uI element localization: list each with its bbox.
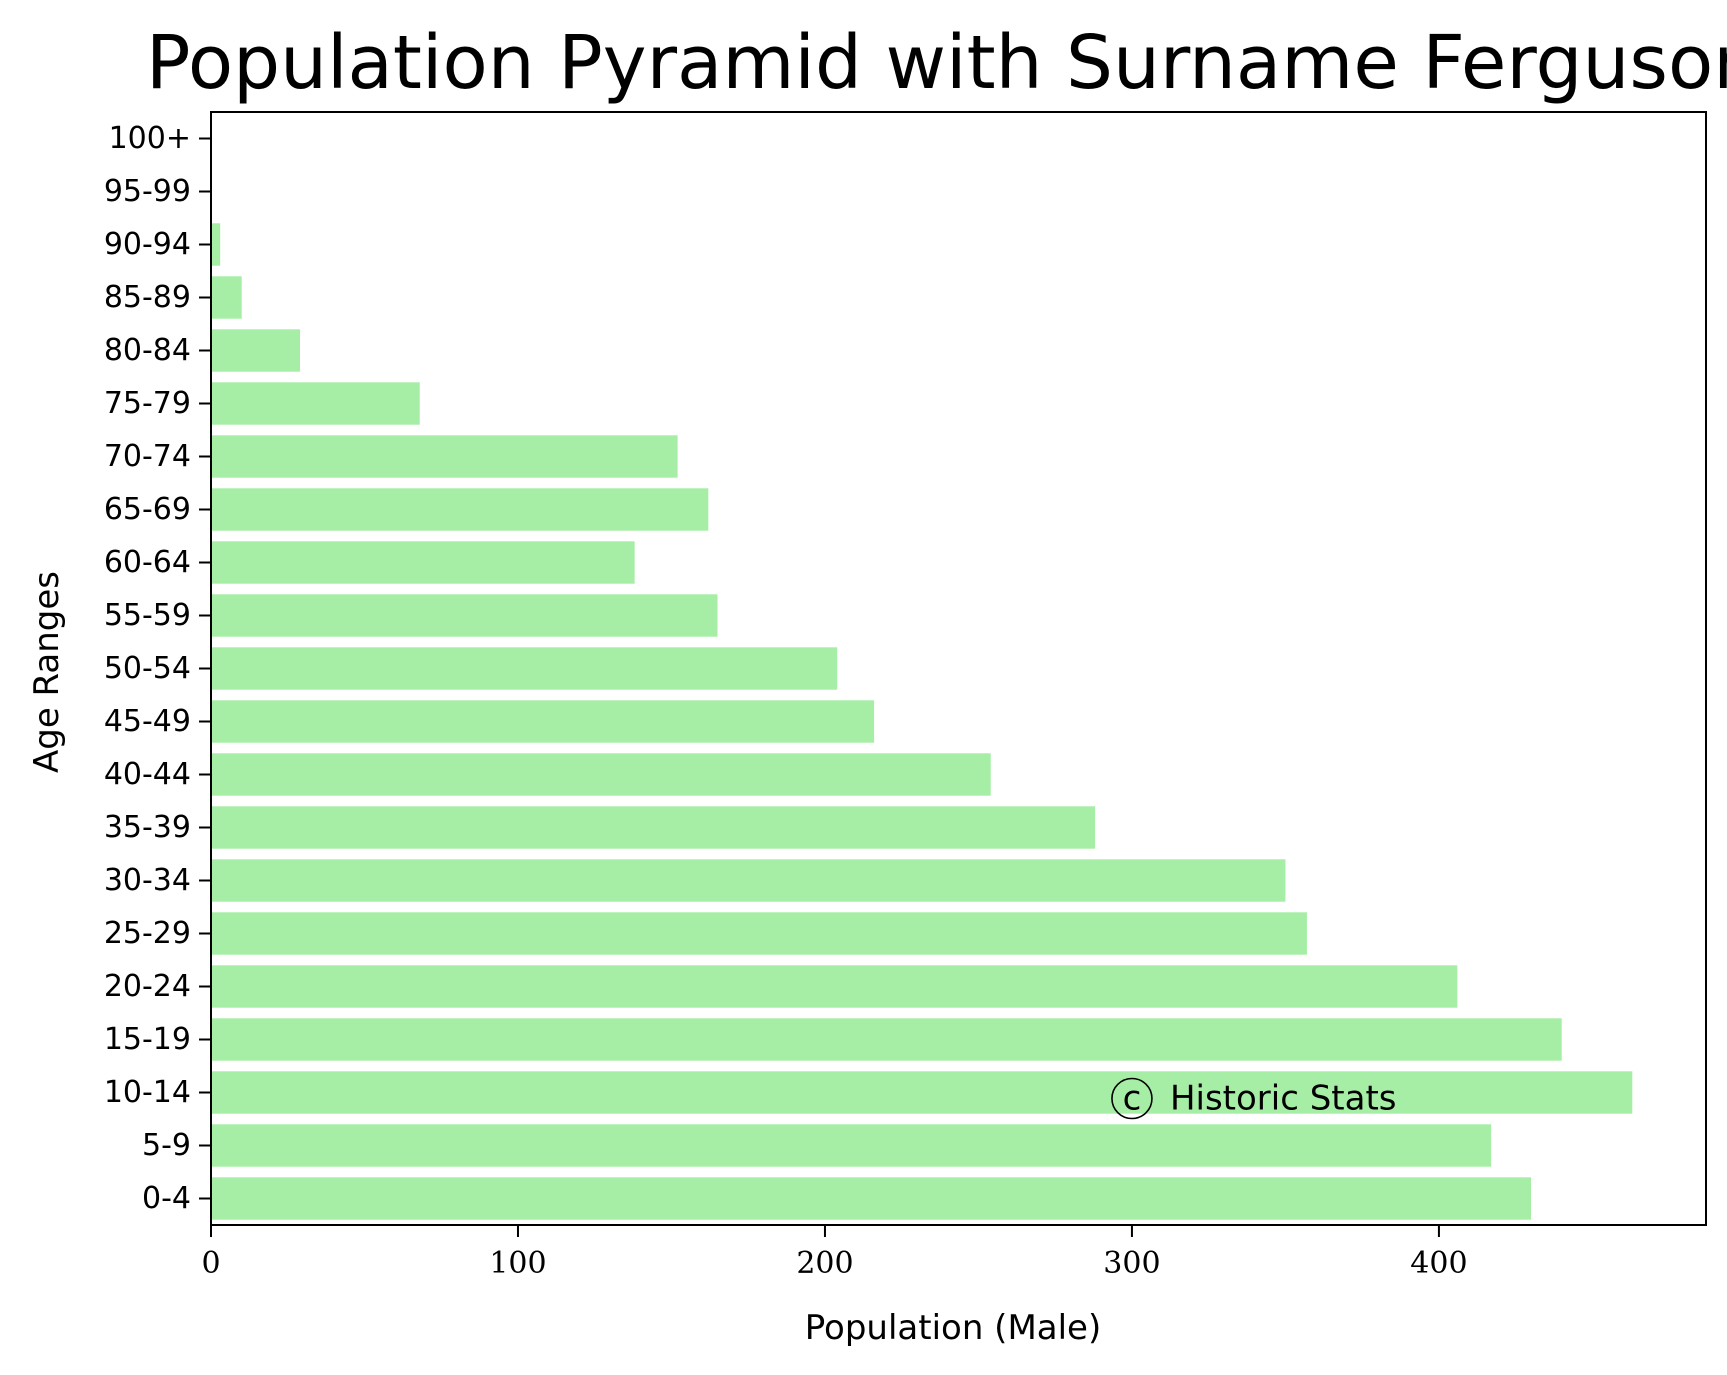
bar-35-39 (211, 806, 1096, 849)
x-tick-label: 400 (1410, 1246, 1467, 1281)
bar-75-79 (211, 382, 420, 425)
bar-40-44 (211, 753, 991, 796)
bar-30-34 (211, 859, 1286, 902)
y-tick-label: 80-84 (104, 333, 191, 368)
y-tick-label: 65-69 (104, 492, 191, 527)
y-tick-label: 85-89 (104, 280, 191, 315)
bar-45-49 (211, 700, 875, 743)
x-axis-ticks: 0 100 200 300 400 (201, 1225, 1468, 1281)
y-axis-label: Age Ranges (27, 571, 67, 773)
bar-15-19 (211, 1018, 1562, 1061)
y-tick-label: 70-74 (104, 439, 191, 474)
y-tick-label: 75-79 (104, 386, 191, 421)
bar-5-9 (211, 1124, 1492, 1167)
y-tick-label: 35-39 (104, 810, 191, 845)
bar-90-94 (211, 223, 221, 266)
bar-25-29 (211, 912, 1307, 955)
y-tick-label: 5-9 (142, 1128, 191, 1163)
y-tick-label: 25-29 (104, 916, 191, 951)
x-axis-label: Population (Male) (805, 1308, 1102, 1348)
y-tick-label: 0-4 (142, 1181, 191, 1216)
x-tick-label: 200 (796, 1246, 853, 1281)
bar-55-59 (211, 594, 718, 637)
chart-title: Population Pyramid with Surname Ferguson (146, 20, 1727, 106)
watermark-annotation: c Historic Stats (1111, 1077, 1397, 1120)
x-tick-label: 0 (201, 1246, 220, 1281)
copyright-icon (1111, 1077, 1153, 1120)
y-tick-label: 100+ (109, 121, 191, 156)
bars-group (211, 223, 1633, 1220)
y-tick-label: 30-34 (104, 863, 191, 898)
x-tick-label: 300 (1103, 1246, 1160, 1281)
bar-20-24 (211, 965, 1458, 1008)
bar-50-54 (211, 647, 838, 690)
y-tick-label: 20-24 (104, 969, 191, 1004)
y-tick-label: 50-54 (104, 651, 191, 686)
plot-frame (210, 111, 1707, 1226)
y-tick-label: 10-14 (104, 1075, 191, 1110)
y-tick-label: 45-49 (104, 704, 191, 739)
bar-0-4 (211, 1177, 1532, 1220)
copyright-symbol: c (1123, 1079, 1142, 1119)
annotation-text: Historic Stats (1170, 1079, 1397, 1119)
bar-10-14 (211, 1071, 1633, 1114)
y-tick-label: 55-59 (104, 598, 191, 633)
bar-60-64 (211, 541, 635, 584)
y-tick-label: 60-64 (104, 545, 191, 580)
bar-65-69 (211, 488, 709, 531)
bar-70-74 (211, 435, 678, 478)
y-axis-ticks: 0-4 5-9 10-14 15-19 20-24 25-29 30-34 35-39 40-4… (104, 121, 211, 1216)
y-tick-label: 15-19 (104, 1022, 191, 1057)
x-tick-label: 100 (489, 1246, 546, 1281)
y-tick-label: 90-94 (104, 227, 191, 262)
y-tick-label: 40-44 (104, 757, 191, 792)
bar-80-84 (211, 329, 301, 372)
bar-85-89 (211, 276, 242, 319)
y-tick-label: 95-99 (104, 174, 191, 209)
